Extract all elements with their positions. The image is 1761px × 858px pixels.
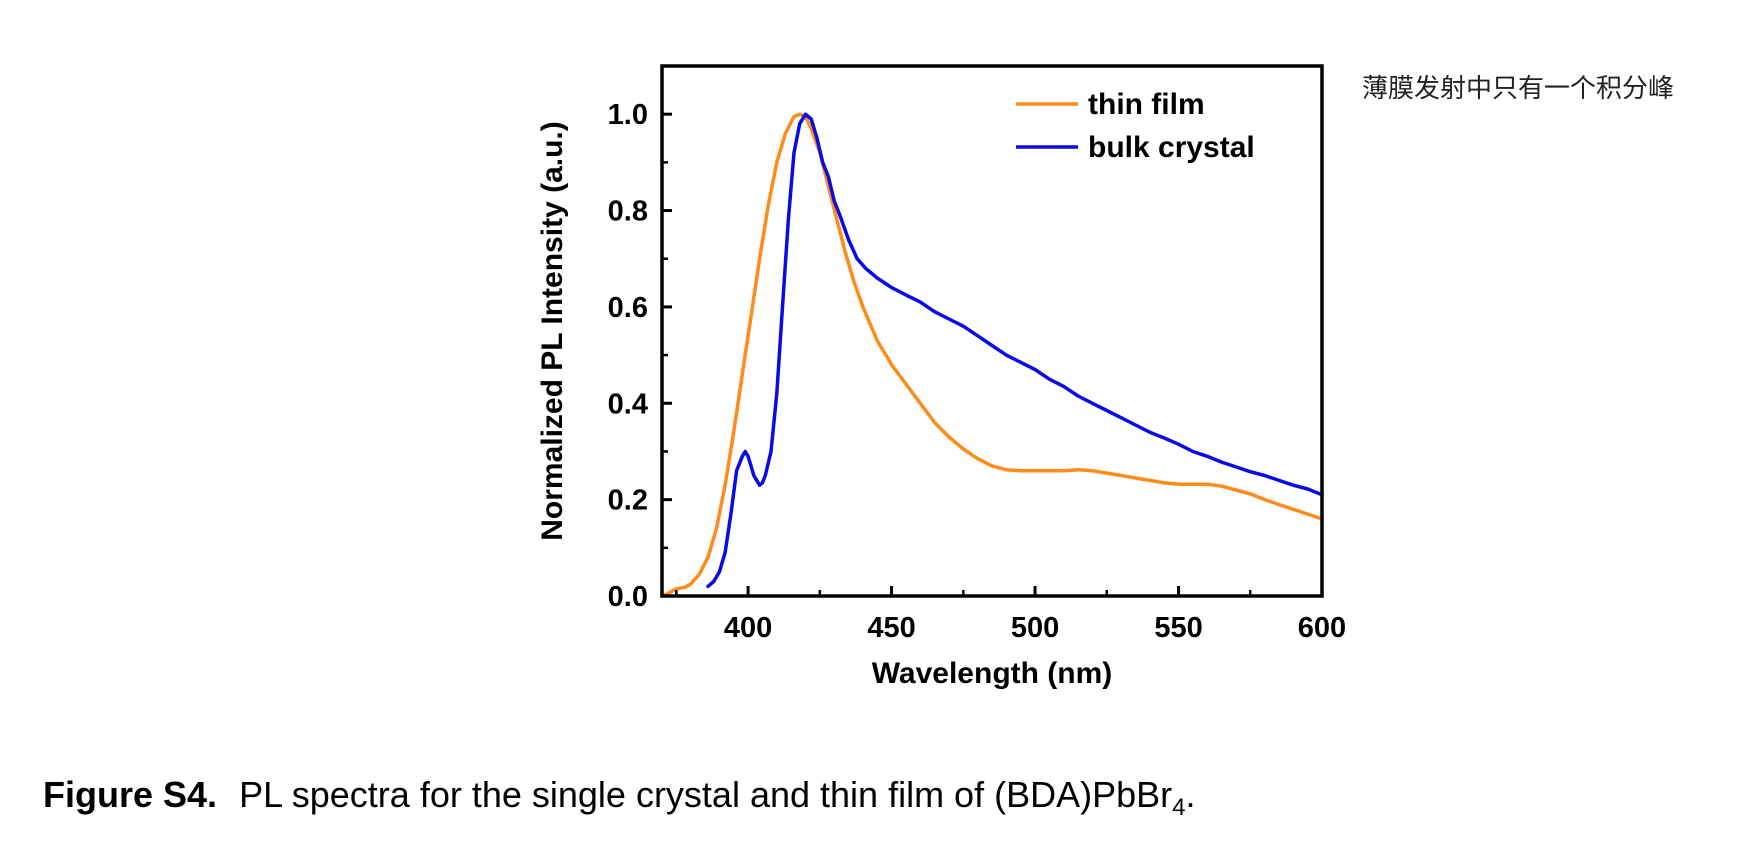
caption-text: PL spectra for the single crystal and th…: [239, 774, 1173, 815]
legend-label: thin film: [1088, 88, 1205, 121]
legend: thin film bulk crystal: [1016, 88, 1255, 164]
caption-end: .: [1185, 774, 1196, 815]
caption-subscript: 4: [1172, 794, 1186, 822]
series-line-bulk-crystal: [706, 112, 1324, 589]
annotation-note: 薄膜发射中只有一个积分峰: [1362, 74, 1675, 104]
x-axis-label: Wavelength (nm): [872, 657, 1113, 690]
tick-layer: 400 450 500 550 600 0.0 0.2 0.4 0.6 0.8 1.0: [608, 99, 1347, 644]
figure-label: Figure S4.: [43, 774, 218, 815]
series-layer: [660, 112, 1324, 598]
plot-frame: [660, 64, 1324, 598]
y-tick-label: 0.2: [608, 485, 648, 517]
series-line-thin-film: [660, 112, 1324, 598]
y-tick-label: 0.6: [608, 292, 648, 324]
y-tick-label: 0.0: [608, 581, 648, 613]
legend-label: bulk crystal: [1088, 131, 1255, 164]
y-tick-label: 1.0: [608, 99, 648, 131]
y-tick-label: 0.4: [608, 388, 648, 420]
figure-caption: Figure S4. PL spectra for the single cry…: [43, 774, 1195, 822]
x-tick-label: 450: [867, 612, 915, 644]
x-tick-label: 400: [724, 612, 772, 644]
x-tick-label: 600: [1298, 612, 1346, 644]
y-tick-label: 0.8: [608, 196, 648, 228]
x-tick-label: 500: [1011, 612, 1059, 644]
x-tick-label: 550: [1154, 612, 1202, 644]
y-axis-label: Normalized PL Intensity (a.u.): [536, 121, 569, 541]
